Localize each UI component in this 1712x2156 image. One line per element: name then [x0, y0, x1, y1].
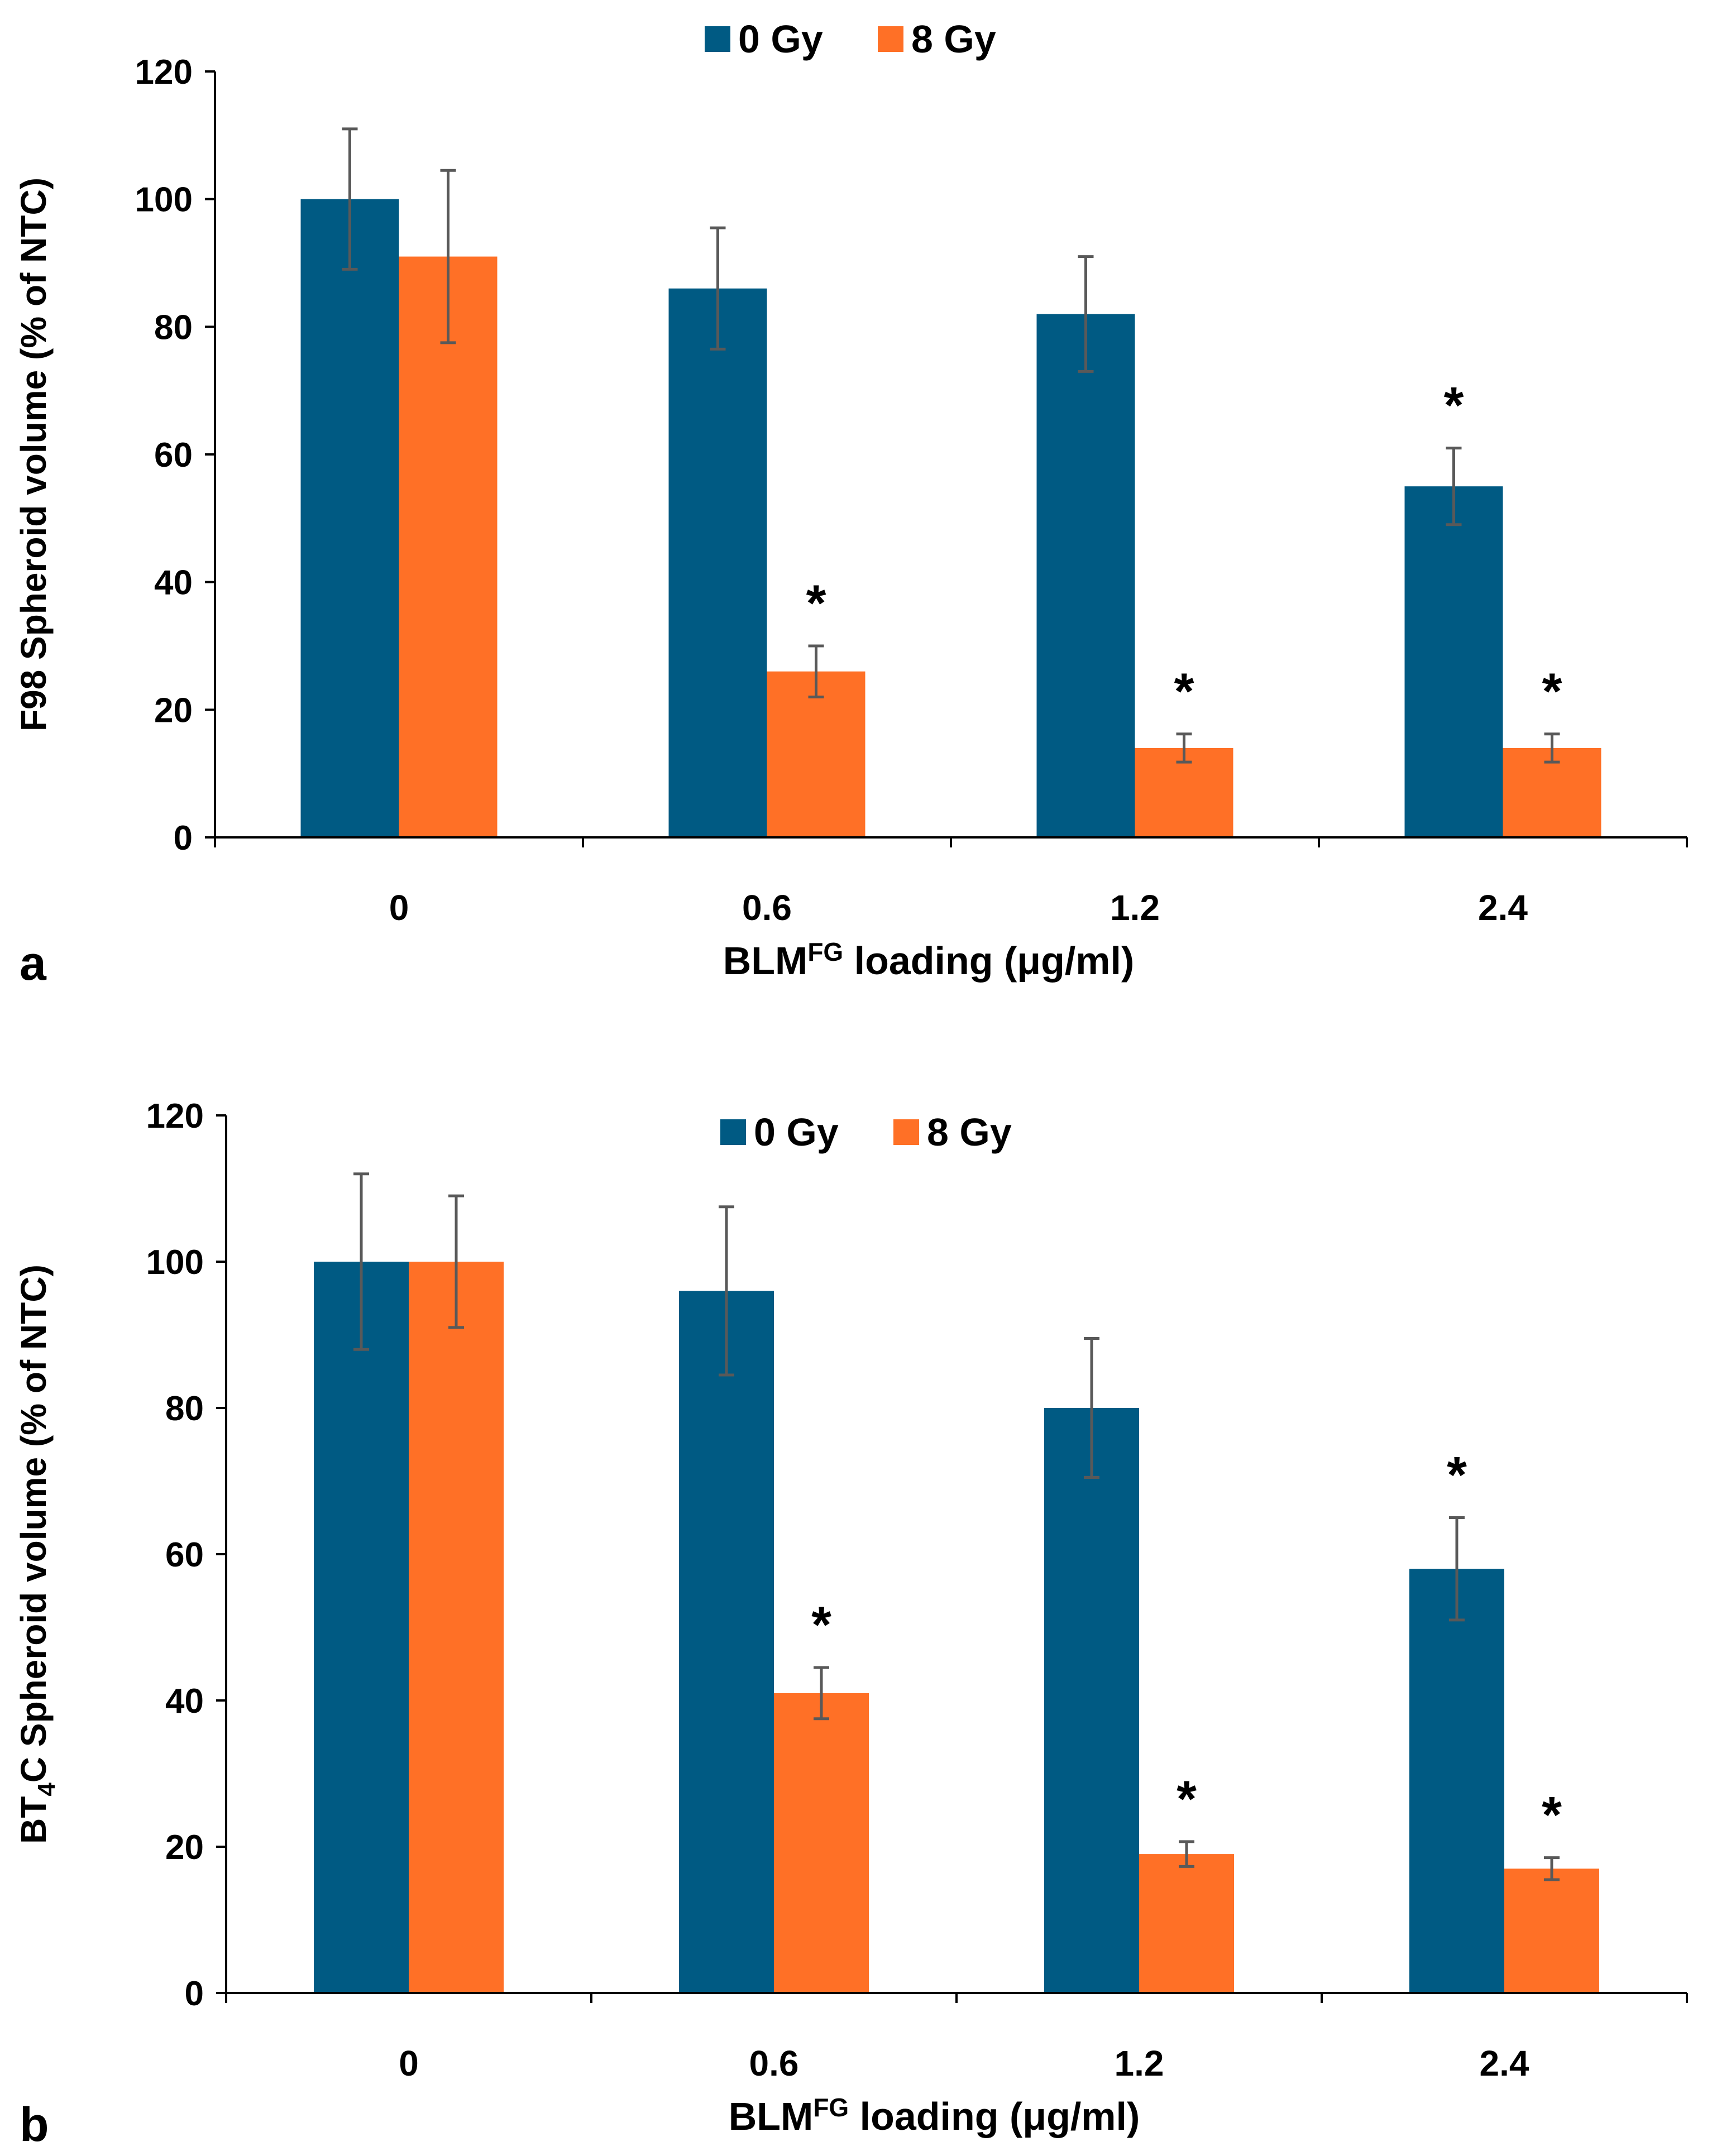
error-bar [440, 169, 456, 344]
legend-label-8-gy: 8 Gy [911, 17, 996, 61]
legend-label-0-gy: 0 Gy [738, 17, 823, 61]
y-title-subscript: 4 [33, 1783, 60, 1796]
y-title-rest: C Spheroid volume (% of NTC) [13, 1264, 54, 1783]
y-tick-label: 0 [174, 819, 193, 857]
bar-8-gy-0 [399, 256, 498, 838]
bar-8-gy-0.6 [767, 671, 865, 837]
x-tick-label: 0.6 [749, 2043, 799, 2083]
y-tick-label: 120 [146, 1097, 204, 1136]
panel-a-label: a [20, 937, 47, 990]
legend-label-0-gy: 0 Gy [754, 1110, 839, 1154]
legend-label-8-gy: 8 Gy [927, 1110, 1012, 1154]
panel-b: 0 20 40 60 80 100 120 0 0.6 1.2 2.4 * * * * 0 Gy 8 G… [13, 1097, 1688, 2152]
bar-0-gy-2.4 [1409, 1569, 1504, 1993]
x-tick-label: 0 [389, 888, 409, 928]
x-tick-label: 2.4 [1478, 888, 1528, 928]
y-tick-label: 0 [185, 1975, 204, 2013]
panel-b-bars [314, 1262, 1599, 1993]
y-tick-label: 40 [154, 564, 193, 602]
bar-8-gy-1.2 [1139, 1854, 1234, 1993]
y-tick-label: 60 [165, 1536, 204, 1574]
bar-0-gy-0.6 [668, 288, 767, 837]
panel-b-x-axis-title: BLMFG loading (μg/ml) [729, 2093, 1140, 2138]
panel-b-y-axis-title: BT4C Spheroid volume (% of NTC) [13, 1264, 60, 1844]
panel-a-legend: 0 Gy 8 Gy [705, 17, 996, 61]
error-bar [1446, 447, 1462, 526]
error-bar [342, 127, 358, 271]
legend-swatch-0-gy [705, 26, 730, 52]
panel-b-y-ticks: 0 20 40 60 80 100 120 [146, 1097, 226, 2013]
error-bar [1179, 1840, 1194, 1868]
panel-a-error-bars [342, 127, 1560, 764]
panel-a-y-axis-title: F98 Spheroid volume (% of NTC) [13, 178, 54, 731]
panel-b-x-ticks: 0 0.6 1.2 2.4 [225, 1993, 1688, 2083]
significance-asterisk: * [1542, 1787, 1562, 1844]
error-bar [1544, 1856, 1560, 1881]
x-title-rest: loading (μg/ml) [843, 939, 1134, 983]
y-tick-label: 80 [154, 308, 193, 347]
panel-a: 0 20 40 60 80 100 120 0 0.6 1.2 2.4 * * * * 0 Gy 8 G… [13, 17, 1688, 990]
error-bar [710, 226, 726, 351]
panel-a-y-ticks: 0 20 40 60 80 100 120 [135, 53, 215, 857]
x-tick-label: 2.4 [1480, 2043, 1529, 2083]
error-bar [808, 644, 824, 698]
bar-0-gy-0.6 [679, 1291, 774, 1993]
legend-swatch-8-gy [878, 26, 903, 52]
error-bar [1449, 1516, 1465, 1622]
y-tick-label: 80 [165, 1390, 204, 1428]
x-tick-label: 1.2 [1115, 2043, 1164, 2083]
panel-b-label: b [20, 2098, 49, 2152]
y-tick-label: 100 [135, 181, 193, 219]
y-tick-label: 60 [154, 436, 193, 475]
legend-swatch-8-gy [893, 1119, 919, 1145]
x-title-main: BLM [723, 939, 808, 983]
bar-8-gy-0 [409, 1262, 504, 1993]
bar-0-gy-1.2 [1044, 1408, 1139, 1993]
significance-asterisk: * [1177, 1771, 1197, 1828]
panel-b-legend: 0 Gy 8 Gy [720, 1110, 1012, 1154]
error-bar [1078, 255, 1094, 373]
error-bar [814, 1666, 829, 1721]
y-title-main: BT [13, 1796, 54, 1844]
bar-0-gy-1.2 [1036, 314, 1135, 837]
bar-8-gy-2.4 [1504, 1868, 1599, 1993]
significance-asterisk: * [1542, 663, 1562, 720]
error-bar [1084, 1337, 1099, 1479]
y-title-main: F98 Spheroid volume (% of NTC) [13, 178, 54, 731]
error-bar [1176, 732, 1192, 764]
panel-a-x-axis-title: BLMFG loading (μg/ml) [723, 937, 1135, 983]
x-title-superscript: FG [813, 2093, 849, 2122]
significance-asterisk: * [1174, 663, 1194, 720]
bar-0-gy-0 [300, 199, 399, 838]
panel-a-significance-markers: * * * * [806, 377, 1562, 720]
y-tick-label: 100 [146, 1243, 204, 1282]
significance-asterisk: * [811, 1597, 831, 1654]
x-tick-label: 0 [399, 2043, 419, 2083]
y-tick-label: 40 [165, 1682, 204, 1721]
x-title-rest: loading (μg/ml) [849, 2095, 1140, 2138]
bar-0-gy-2.4 [1404, 486, 1503, 837]
y-tick-label: 20 [154, 691, 193, 730]
panel-a-x-ticks: 0 0.6 1.2 2.4 [214, 837, 1688, 928]
significance-asterisk: * [1444, 377, 1464, 434]
x-title-superscript: FG [807, 937, 843, 966]
panel-a-bars [300, 199, 1601, 838]
panel-b-error-bars [353, 1172, 1560, 1881]
y-tick-label: 120 [135, 53, 193, 92]
bar-8-gy-0.6 [774, 1693, 869, 1993]
error-bar [1544, 732, 1560, 764]
x-title-main: BLM [729, 2095, 814, 2138]
x-tick-label: 1.2 [1110, 888, 1160, 928]
significance-asterisk: * [806, 575, 826, 632]
bar-0-gy-0 [314, 1262, 409, 1993]
error-bar [719, 1205, 734, 1377]
panel-b-significance-markers: * * * * [811, 1447, 1562, 1844]
significance-asterisk: * [1447, 1447, 1467, 1504]
x-tick-label: 0.6 [742, 888, 792, 928]
y-tick-label: 20 [165, 1828, 204, 1867]
legend-swatch-0-gy [720, 1119, 746, 1145]
error-bar [448, 1194, 464, 1329]
error-bar [353, 1172, 369, 1351]
